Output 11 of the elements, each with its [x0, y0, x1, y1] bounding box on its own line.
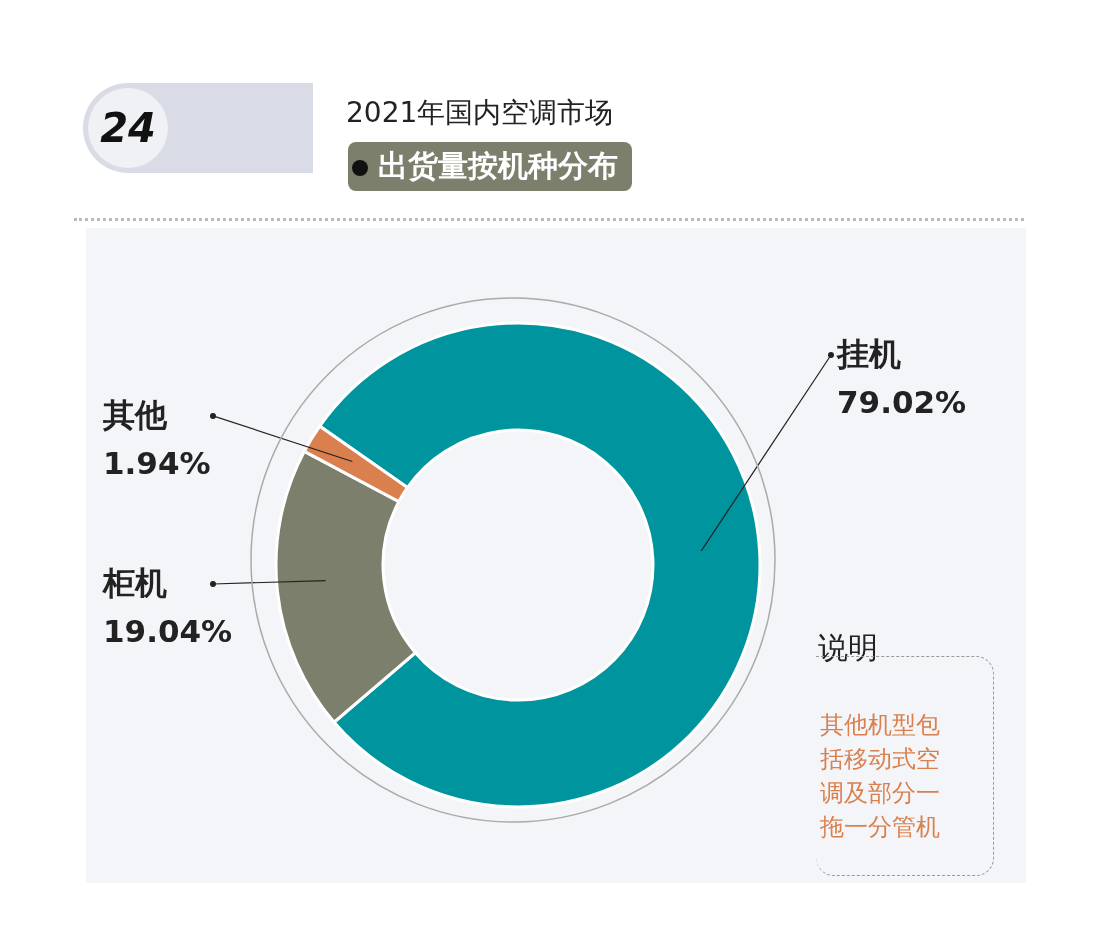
slice-label: 柜机 — [101, 564, 167, 603]
text: 其他机型包括移动式空调及部分一拖一分管机 — [820, 710, 941, 843]
chart-title: 2021年国内空调市场 — [346, 95, 614, 131]
text: 说明 — [818, 629, 878, 667]
slice-label: 挂机 — [836, 335, 901, 373]
text: 24 — [88, 88, 168, 168]
data-label: 79.02% — [837, 384, 967, 420]
data-label: 19.04% — [103, 613, 233, 650]
slice-label: 其他 — [102, 395, 168, 434]
data-label: 1.94% — [103, 444, 211, 481]
chart-subtitle: 出货量按机种分布 — [348, 142, 632, 191]
